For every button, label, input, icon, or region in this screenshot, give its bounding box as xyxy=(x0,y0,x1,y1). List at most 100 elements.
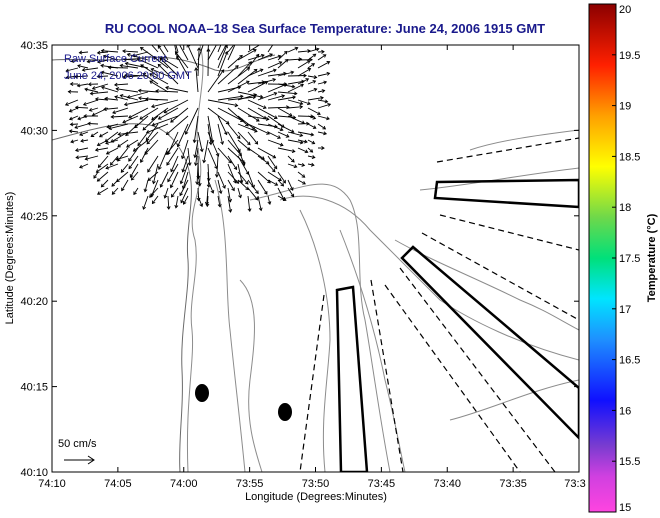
current-vector xyxy=(112,107,129,114)
current-vector-head xyxy=(144,151,148,156)
current-vector xyxy=(277,171,286,184)
current-vector xyxy=(237,61,252,77)
current-vector-head xyxy=(306,60,311,64)
current-vector-head xyxy=(326,61,331,65)
current-vector-head xyxy=(291,158,295,163)
current-vector xyxy=(157,64,179,85)
current-vector-head xyxy=(94,97,99,102)
current-vector xyxy=(131,171,139,181)
colorbar-tick-label: 18.5 xyxy=(619,151,640,163)
current-vector-head xyxy=(137,142,141,147)
x-tick-label: 74:10 xyxy=(38,478,66,490)
y-axis: 40:10 40:15 40:20 40:25 40:30 40:35 xyxy=(20,40,579,479)
current-vector-head xyxy=(79,132,83,136)
current-vector xyxy=(116,88,139,93)
current-vector xyxy=(317,99,328,103)
current-vector xyxy=(99,131,109,138)
current-vector-head xyxy=(251,126,256,130)
current-vector-head xyxy=(254,196,259,201)
current-vector xyxy=(75,106,89,109)
current-vector-head xyxy=(220,141,225,146)
current-vector-head xyxy=(255,190,259,195)
current-vector-head xyxy=(96,50,101,55)
current-vector-head xyxy=(210,189,215,194)
current-vector xyxy=(146,123,169,134)
x-tick-label: 73:50 xyxy=(302,478,330,490)
current-vector xyxy=(170,155,179,172)
current-vector-head xyxy=(126,94,131,99)
current-vector-head xyxy=(145,130,150,134)
current-vector xyxy=(277,187,285,201)
current-vector-head xyxy=(121,187,125,192)
current-vector xyxy=(187,147,191,166)
current-vector-head xyxy=(195,181,200,186)
current-vector xyxy=(287,80,305,85)
current-vector xyxy=(195,67,199,93)
current-vector xyxy=(122,50,139,53)
current-vector xyxy=(97,51,109,54)
current-vector-head xyxy=(142,126,147,131)
current-vector-head xyxy=(272,77,277,82)
current-vector xyxy=(206,195,209,207)
current-vector xyxy=(317,61,330,69)
current-vector xyxy=(77,65,89,69)
y-tick-label: 40:15 xyxy=(20,382,48,394)
current-vector-head xyxy=(136,57,141,62)
current-vector xyxy=(307,97,324,101)
current-vector xyxy=(134,115,149,129)
x-tick-label: 73:45 xyxy=(368,478,396,490)
current-vector-head xyxy=(181,168,186,173)
current-vector-head xyxy=(98,133,103,138)
current-vector xyxy=(110,155,119,166)
current-vector xyxy=(307,139,315,144)
current-vector xyxy=(217,147,232,164)
current-vector-head xyxy=(246,67,251,71)
current-vector-head xyxy=(70,59,75,63)
current-vector-head xyxy=(170,168,174,173)
current-vector xyxy=(182,171,189,189)
current-vector-head xyxy=(265,117,270,121)
current-vector-head xyxy=(157,166,162,170)
current-vector-head xyxy=(87,121,91,126)
current-vector xyxy=(108,66,129,69)
current-vector xyxy=(217,107,244,122)
current-vector-head xyxy=(234,42,237,45)
surface-current-vectors xyxy=(64,36,332,213)
current-vector xyxy=(140,64,159,77)
current-vector xyxy=(90,91,109,95)
current-vector-head xyxy=(321,89,326,94)
current-vector xyxy=(97,187,109,195)
current-vector xyxy=(137,131,149,146)
current-vector xyxy=(227,179,235,191)
current-vector xyxy=(247,99,267,109)
current-vector-head xyxy=(310,162,315,167)
current-vector-head xyxy=(144,36,147,39)
current-vector xyxy=(247,187,258,201)
current-vector-head xyxy=(166,161,170,166)
colorbar-tick-label: 19 xyxy=(619,101,631,113)
current-vector-head xyxy=(321,146,325,150)
current-vector xyxy=(149,80,169,93)
current-vector xyxy=(128,155,139,169)
current-vector-head xyxy=(272,154,277,159)
current-vector-head xyxy=(244,181,249,185)
current-vector-head xyxy=(64,102,69,106)
current-vector xyxy=(257,92,277,101)
current-vector xyxy=(151,45,159,53)
current-vector xyxy=(114,96,129,101)
current-vector xyxy=(217,171,226,189)
current-vector xyxy=(257,78,276,85)
current-vector-head xyxy=(239,54,243,59)
current-vector-head xyxy=(320,95,324,100)
current-vector-head xyxy=(292,95,297,100)
current-vector-head xyxy=(171,193,175,198)
current-vector-head xyxy=(79,164,83,169)
current-vector-head xyxy=(83,114,87,119)
current-vector-head xyxy=(274,182,279,186)
current-vector xyxy=(277,83,295,88)
current-vector-head xyxy=(119,93,124,98)
current-vector xyxy=(118,131,139,135)
current-vector-head xyxy=(309,149,314,153)
current-vector-head xyxy=(288,112,293,117)
current-vector xyxy=(267,61,282,69)
